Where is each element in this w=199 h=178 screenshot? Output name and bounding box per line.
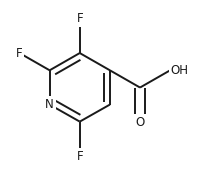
Text: N: N	[45, 98, 54, 111]
Text: OH: OH	[170, 64, 188, 77]
Text: O: O	[135, 116, 145, 129]
Text: F: F	[76, 150, 83, 163]
Text: F: F	[16, 47, 23, 60]
Text: F: F	[76, 12, 83, 25]
